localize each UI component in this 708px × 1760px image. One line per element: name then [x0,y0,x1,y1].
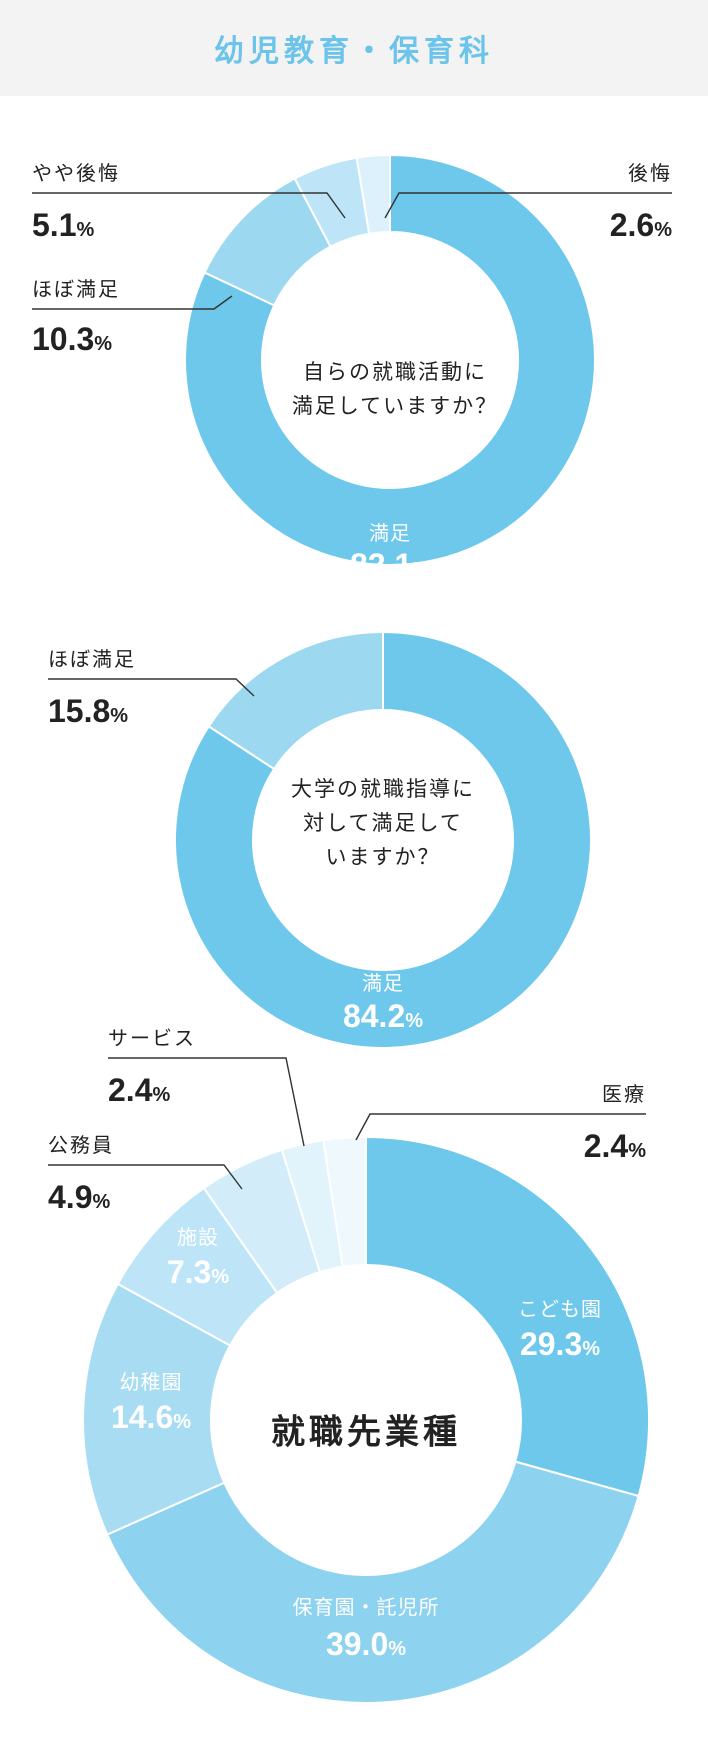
segment-label: 保育園・託児所 [293,1595,440,1619]
donut-segment [322,1135,367,1268]
segment-label: 満足 [369,521,411,545]
callout-label: 公務員 [48,1133,114,1157]
donut-segment [207,630,384,771]
donut-segment [174,630,592,1049]
callout-line [108,1057,305,1147]
segment-label: 施設 [177,1225,219,1249]
chart-center-text: 大学の就職指導に [291,777,475,801]
donut-chart-3: こども園 29.3% 保育園・託児所 39.0% 幼稚園 14.6% 施設 7.3% 公務員 4.… [48,1026,650,1704]
segment-value: 14.6% [111,1399,191,1435]
donut-segment [82,1282,232,1536]
page-title: 幼児教育・保育科 [214,34,494,69]
segment-label: 満足 [362,971,404,995]
segment-label: 幼稚園 [120,1370,183,1394]
callout-label: サービス [108,1026,196,1050]
segment-value: 7.3% [167,1254,229,1290]
callout-label: 後悔 [628,161,672,185]
chart-center-text: 満足していますか？ [292,394,498,418]
callout-value: 2.4% [108,1072,170,1108]
page-header: 幼児教育・保育科 [0,0,708,96]
chart-center-text: いますか？ [326,845,441,869]
chart-center-text: 就職先業種 [271,1413,461,1453]
callout-label: ほぼ満足 [48,647,136,671]
chart-center-text: 対して満足して [303,811,463,835]
donut-segment [355,153,391,235]
callout-value: 2.6% [610,207,672,243]
callout-line [48,1164,243,1190]
chart-center-text: 自らの就職活動に [303,360,487,384]
callout-value: 5.1% [32,207,94,243]
callout-value: 10.3% [32,321,112,357]
callout-line [32,295,233,310]
callout-label: ほぼ満足 [32,277,120,301]
segment-value: 82.1% [350,547,430,583]
donut-segment [105,1460,640,1704]
donut-segment [365,1135,650,1498]
callout-line [355,1113,646,1141]
callout-label: 医療 [602,1082,646,1106]
segment-value: 84.2% [343,998,423,1034]
callout-value: 4.9% [48,1179,110,1215]
callout-value: 15.8% [48,693,128,729]
segment-label: こども園 [518,1297,602,1321]
callout-label: やや後悔 [32,161,120,185]
callout-line [48,678,255,697]
segment-value: 29.3% [520,1326,600,1362]
donut-segment [184,153,596,566]
callout-line [32,192,346,219]
segment-value: 39.0% [326,1626,406,1662]
callout-value: 2.4% [584,1128,646,1164]
callout-line [384,192,672,219]
